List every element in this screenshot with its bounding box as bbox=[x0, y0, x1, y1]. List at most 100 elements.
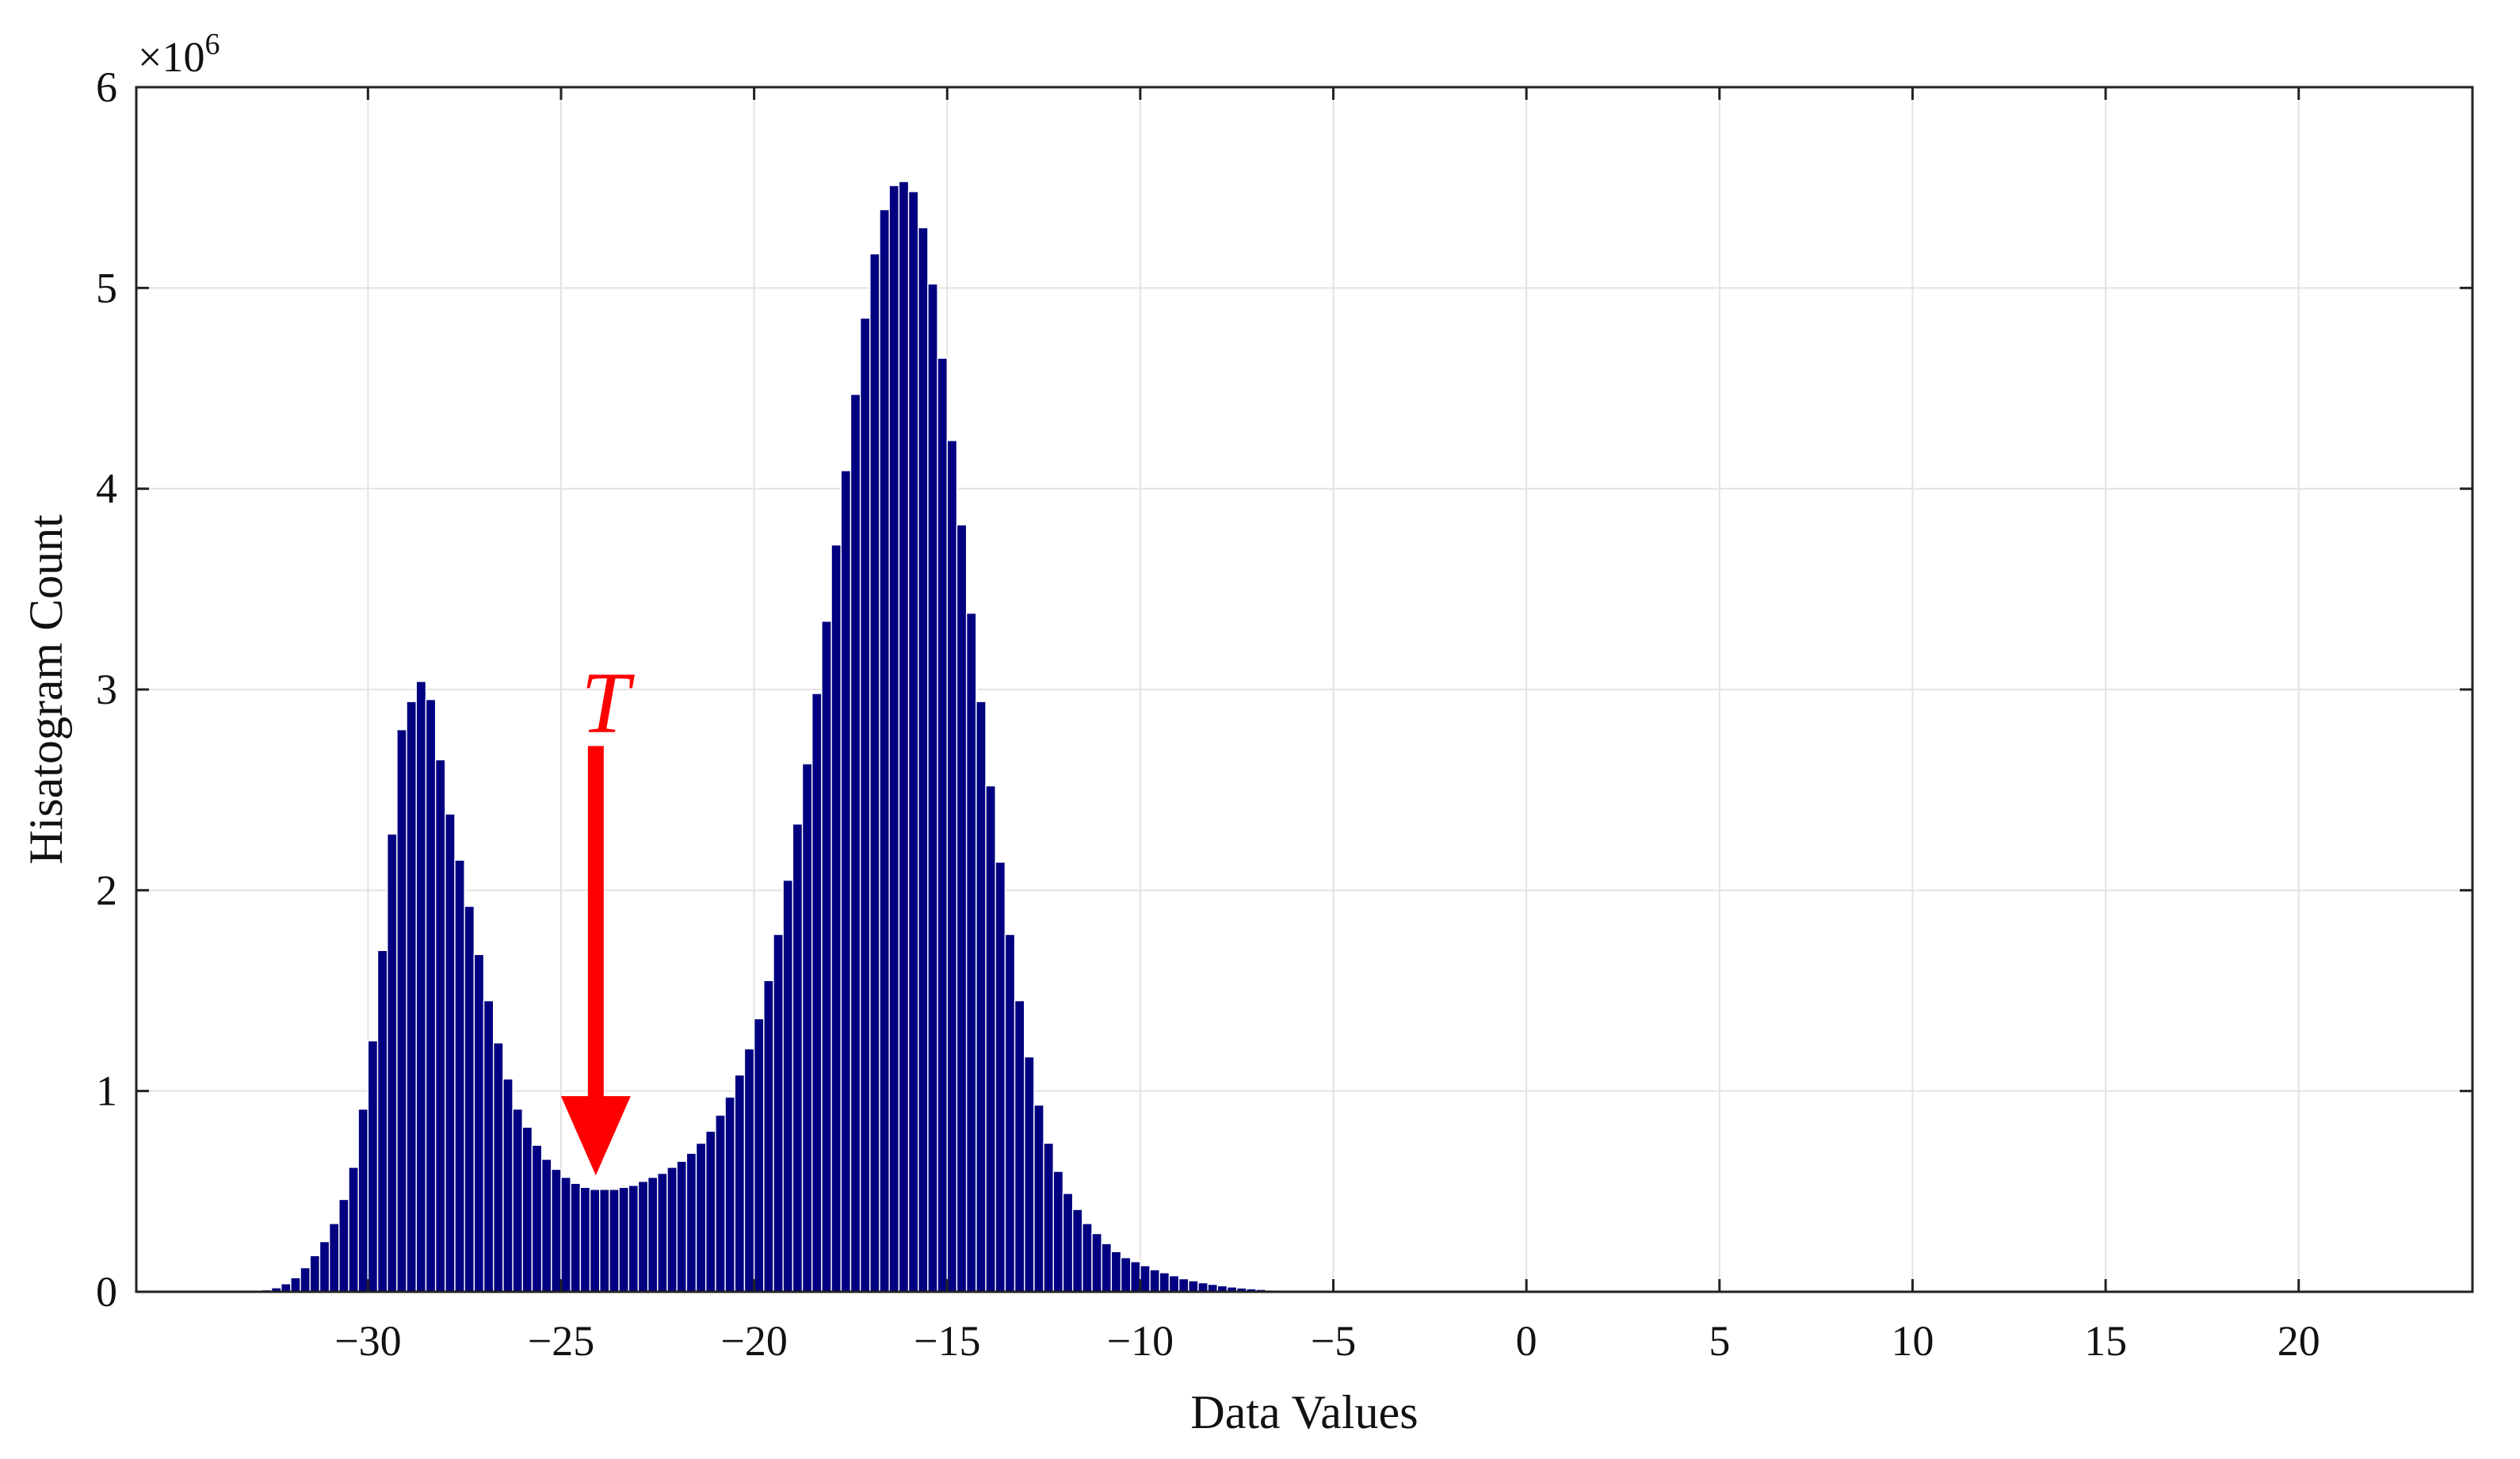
histogram-bar bbox=[840, 470, 852, 1293]
histogram-bar bbox=[540, 1159, 552, 1293]
histogram-bar bbox=[309, 1255, 321, 1293]
histogram-bar bbox=[676, 1160, 688, 1293]
histogram-bars bbox=[261, 181, 1363, 1293]
x-tick-label: −5 bbox=[1311, 1317, 1356, 1365]
threshold-annotation: T bbox=[560, 654, 635, 1176]
histogram-bar bbox=[811, 693, 823, 1293]
histogram-bar bbox=[1024, 1056, 1035, 1293]
histogram-bar bbox=[454, 859, 465, 1293]
threshold-arrow-head bbox=[560, 1096, 631, 1176]
histogram-bar bbox=[1188, 1280, 1199, 1293]
histogram-bar bbox=[1159, 1272, 1170, 1293]
x-tick-label: −25 bbox=[528, 1317, 594, 1365]
y-tick-label: 2 bbox=[96, 866, 117, 914]
histogram-bar bbox=[464, 905, 475, 1293]
histogram-bar bbox=[387, 833, 398, 1293]
histogram-bar bbox=[1043, 1142, 1054, 1293]
y-axis-multiplier: ×106 bbox=[138, 28, 220, 81]
histogram-bar bbox=[907, 191, 919, 1293]
histogram-bar bbox=[338, 1198, 349, 1293]
histogram-bar bbox=[753, 1018, 765, 1293]
x-tick-label: −30 bbox=[334, 1317, 401, 1365]
histogram-bar bbox=[521, 1126, 533, 1293]
histogram-bar bbox=[589, 1189, 601, 1293]
histogram-bar bbox=[1062, 1193, 1074, 1293]
histogram-bar bbox=[473, 953, 485, 1293]
histogram-bar bbox=[328, 1223, 340, 1293]
histogram-bar bbox=[560, 1176, 571, 1293]
histogram-bar bbox=[609, 1189, 620, 1293]
histogram-bar bbox=[551, 1168, 562, 1293]
histogram-bar bbox=[1140, 1265, 1151, 1293]
y-tick-label: 0 bbox=[96, 1268, 117, 1316]
histogram-bar bbox=[666, 1167, 678, 1293]
histogram-bar bbox=[579, 1186, 591, 1293]
histogram-bar bbox=[1071, 1209, 1083, 1293]
y-tick-label: 5 bbox=[96, 264, 117, 311]
histogram-bar bbox=[406, 701, 417, 1293]
histogram-bar bbox=[599, 1189, 610, 1293]
histogram-bar bbox=[695, 1142, 707, 1293]
histogram-bar bbox=[1178, 1278, 1189, 1293]
histogram-bar bbox=[724, 1096, 735, 1293]
histogram-bar bbox=[512, 1108, 523, 1293]
histogram-bar bbox=[290, 1277, 301, 1293]
histogram-bar bbox=[493, 1042, 504, 1293]
histogram-bar bbox=[1101, 1243, 1113, 1293]
histogram-bar bbox=[995, 861, 1006, 1293]
histogram-bar bbox=[976, 701, 987, 1293]
histogram-bar bbox=[1110, 1251, 1122, 1293]
x-tick-label: 5 bbox=[1709, 1317, 1730, 1365]
histogram-bar bbox=[898, 181, 910, 1293]
histogram-bar bbox=[946, 440, 958, 1293]
histogram-bar bbox=[357, 1108, 369, 1293]
histogram-bar bbox=[821, 621, 832, 1293]
histogram-bar bbox=[647, 1176, 659, 1293]
x-tick-label: 15 bbox=[2084, 1317, 2127, 1365]
histogram-bar bbox=[483, 999, 494, 1293]
histogram-bar bbox=[1091, 1232, 1102, 1293]
histogram-bar bbox=[425, 698, 437, 1293]
x-tick-label: −20 bbox=[720, 1317, 787, 1365]
y-tick-label: 3 bbox=[96, 666, 117, 713]
x-tick-label: −10 bbox=[1107, 1317, 1174, 1365]
histogram-bar bbox=[531, 1144, 543, 1293]
histogram-bar bbox=[1004, 934, 1016, 1293]
histogram-bar bbox=[1052, 1171, 1064, 1293]
histogram-bar bbox=[763, 980, 774, 1293]
histogram-bar bbox=[1149, 1269, 1160, 1293]
histogram-bar bbox=[937, 357, 948, 1293]
histogram-bar bbox=[657, 1172, 668, 1293]
histogram-bar bbox=[743, 1048, 755, 1293]
y-tick-label: 6 bbox=[96, 63, 117, 111]
histogram-bar bbox=[1120, 1257, 1132, 1293]
histogram-bar bbox=[705, 1130, 716, 1293]
histogram-bar bbox=[734, 1074, 746, 1293]
histogram-bar bbox=[879, 208, 890, 1293]
histogram-bar bbox=[859, 317, 871, 1293]
histogram-bar bbox=[1014, 999, 1025, 1293]
histogram-bar bbox=[782, 879, 794, 1293]
y-tick-label: 1 bbox=[96, 1068, 117, 1115]
histogram-bar bbox=[618, 1186, 629, 1293]
histogram-bar bbox=[637, 1180, 649, 1293]
histogram-bar bbox=[927, 283, 938, 1293]
y-axis-multiplier-exponent: 6 bbox=[204, 28, 220, 61]
x-tick-label: −15 bbox=[914, 1317, 980, 1365]
histogram-bar bbox=[888, 185, 900, 1293]
histogram-bar bbox=[715, 1114, 726, 1293]
y-axis-title: Hisatogram Count bbox=[20, 514, 72, 865]
histogram-bar bbox=[792, 823, 804, 1293]
histogram-bar bbox=[1130, 1261, 1141, 1293]
axis-ticks: −30 −25 −20 −15 −10 −5 0 5 10 15 20 0 1 2 3 4 5 6 bbox=[96, 63, 2472, 1365]
x-tick-label: 10 bbox=[1891, 1317, 1934, 1365]
histogram-bar bbox=[773, 934, 784, 1293]
histogram-bar bbox=[396, 728, 407, 1293]
histogram-bar bbox=[348, 1167, 359, 1293]
histogram-bar bbox=[319, 1240, 330, 1293]
histogram-bar bbox=[1033, 1104, 1044, 1293]
histogram-bar bbox=[830, 544, 842, 1293]
histogram-bar bbox=[685, 1152, 697, 1293]
x-tick-label: 20 bbox=[2278, 1317, 2320, 1365]
